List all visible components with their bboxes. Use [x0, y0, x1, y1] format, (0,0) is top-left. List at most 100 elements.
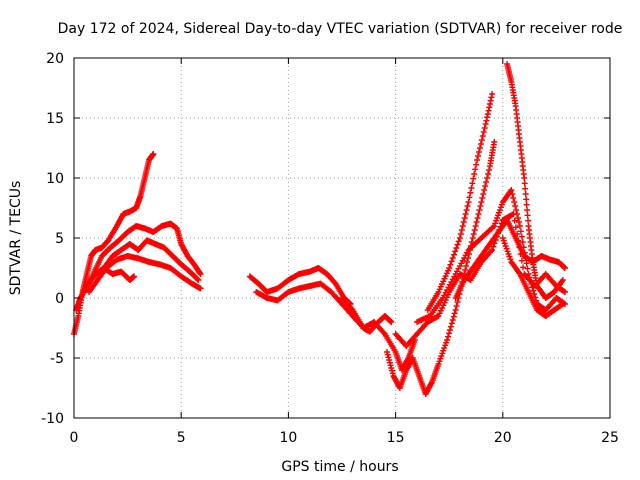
data-point-marker: [446, 327, 453, 333]
data-point-marker: [530, 287, 537, 294]
data-point-marker: [477, 203, 484, 209]
data-point-marker: [388, 319, 395, 325]
data-point-marker: [515, 219, 522, 225]
data-point-marker: [522, 185, 529, 192]
data-point-marker: [460, 219, 467, 225]
data-point-marker: [473, 219, 480, 225]
data-point-marker: [488, 94, 495, 101]
data-point-marker: [484, 114, 491, 121]
data-point-marker: [520, 264, 527, 271]
data-point-marker: [195, 277, 202, 283]
data-point-marker: [456, 235, 463, 241]
data-point-marker: [528, 281, 535, 287]
x-axis-label: GPS time / hours: [281, 459, 398, 475]
data-point-marker: [474, 157, 481, 163]
x-tick-label: 0: [70, 430, 79, 446]
data-point-marker: [474, 215, 481, 221]
data-point-marker: [452, 307, 459, 313]
data-point-marker: [561, 265, 568, 271]
y-tick-label: -10: [41, 411, 64, 427]
data-point-marker: [524, 265, 531, 272]
data-point-marker: [461, 215, 468, 221]
data-point-marker: [472, 166, 479, 173]
data-point-marker: [518, 233, 525, 240]
data-point-marker: [513, 207, 520, 213]
data-point-marker: [454, 299, 461, 305]
x-tick-label: 10: [279, 430, 297, 446]
data-point-marker: [475, 149, 482, 155]
data-point-marker: [516, 223, 523, 229]
data-point-marker: [444, 337, 451, 343]
data-point-marker: [524, 212, 531, 219]
data-point-marker: [445, 333, 452, 340]
data-point-marker: [462, 211, 469, 217]
series-arc-11: [424, 91, 496, 313]
data-point-marker: [196, 269, 203, 276]
data-point-marker: [476, 207, 483, 213]
data-point-marker: [519, 239, 526, 245]
data-point-marker: [491, 139, 498, 145]
data-point-marker: [510, 195, 517, 201]
x-tick-label: 20: [494, 430, 512, 446]
y-tick-label: 10: [46, 171, 64, 187]
data-point-marker: [194, 276, 201, 283]
data-point-marker: [475, 153, 482, 159]
data-point-marker: [469, 180, 476, 187]
data-point-marker: [470, 175, 477, 182]
data-point-marker: [453, 245, 460, 251]
data-point-marker: [455, 238, 462, 245]
series-arc-8: [339, 295, 418, 373]
data-point-marker: [486, 101, 493, 107]
data-point-marker: [197, 285, 204, 292]
data-point-marker: [448, 258, 455, 265]
data-point-marker: [526, 274, 533, 281]
series-arc-3: [83, 237, 202, 289]
data-point-marker: [511, 199, 518, 205]
data-point-marker: [478, 137, 485, 143]
data-point-marker: [463, 263, 470, 269]
data-point-marker: [470, 231, 477, 237]
data-point-marker: [487, 97, 494, 104]
data-point-marker: [467, 189, 474, 196]
data-point-marker: [131, 273, 138, 280]
data-point-marker: [485, 167, 492, 173]
data-point-marker: [484, 111, 491, 117]
data-point-marker: [464, 203, 471, 209]
data-point-marker: [561, 289, 568, 295]
data-point-marker: [447, 323, 454, 330]
data-point-marker: [150, 151, 157, 157]
data-point-marker: [486, 104, 493, 111]
series-arc-7: [253, 280, 395, 335]
data-point-marker: [468, 185, 475, 191]
data-point-marker: [515, 215, 522, 221]
data-point-marker: [472, 223, 479, 229]
data-point-marker: [523, 201, 530, 208]
data-point-marker: [465, 199, 472, 205]
data-point-marker: [457, 231, 464, 237]
data-point-marker: [448, 320, 455, 327]
data-point-marker: [512, 203, 519, 209]
data-point-marker: [480, 129, 487, 135]
data-point-marker: [525, 217, 532, 224]
series-arc-13: [504, 61, 566, 301]
data-point-marker: [475, 211, 482, 217]
data-point-marker: [459, 223, 466, 229]
y-tick-label: -5: [50, 351, 64, 367]
data-point-marker: [451, 310, 458, 317]
data-point-marker: [511, 217, 518, 224]
y-tick-labels: -10 -5 0 5 10 15 20: [41, 51, 64, 427]
data-point-marker: [485, 171, 492, 177]
data-point-marker: [476, 145, 483, 151]
series-arc-4: [86, 253, 204, 295]
data-point-marker: [477, 141, 484, 147]
series-arc-14: [499, 235, 566, 319]
data-point-marker: [450, 313, 457, 320]
data-point-marker: [489, 91, 496, 97]
y-tick-label: 5: [55, 231, 64, 247]
series-arc-6: [246, 265, 354, 307]
series-arc-1: [71, 151, 157, 337]
data-point-marker: [454, 241, 461, 248]
data-point-marker: [463, 207, 470, 213]
data-point-marker: [479, 195, 486, 201]
data-point-marker: [482, 183, 489, 189]
